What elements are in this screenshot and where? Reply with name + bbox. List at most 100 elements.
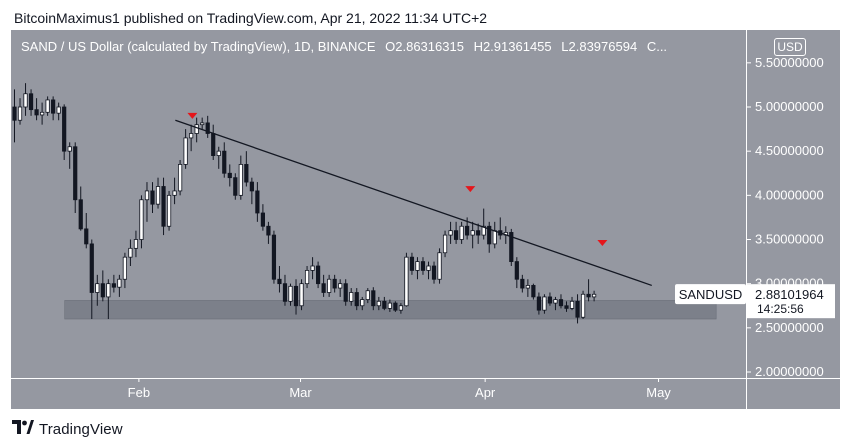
candle-body-up: [139, 199, 144, 240]
candle-body-down: [431, 265, 437, 280]
candle-body-down: [564, 305, 569, 309]
candle-body-up: [200, 122, 205, 126]
candle: [343, 279, 348, 306]
candle-body-up: [106, 283, 111, 298]
price-tick-label: 2.00000000: [755, 364, 824, 379]
candle: [111, 274, 116, 293]
candle-body-up: [144, 190, 150, 201]
legend-low-value: 2.83976594: [568, 39, 638, 54]
candle-body-down: [520, 278, 525, 289]
candle: [144, 182, 150, 222]
down-triangle-marker: [187, 112, 198, 119]
candle-body-down: [282, 283, 288, 302]
candle: [45, 96, 50, 116]
tradingview-footer: TradingView: [12, 419, 123, 439]
candle-body-up: [45, 99, 50, 113]
candle-body-up: [117, 278, 122, 288]
tradingview-logo-icon: [12, 419, 34, 439]
tradingview-brand: TradingView: [39, 420, 123, 438]
candle-body-up: [470, 230, 475, 236]
candle: [575, 294, 580, 324]
candle: [365, 288, 370, 304]
candle: [327, 274, 332, 297]
candle: [189, 124, 194, 152]
legend-open-value: 2.86316315: [395, 39, 464, 54]
candle-body-down: [51, 99, 56, 114]
candle-body-down: [233, 177, 238, 196]
candle-body-down: [150, 190, 155, 205]
markers-layer: [187, 112, 608, 247]
candle: [51, 96, 56, 121]
candle-body-down: [205, 122, 210, 134]
candle-body-up: [442, 234, 448, 254]
candle: [525, 279, 530, 297]
candle-body-up: [40, 111, 45, 116]
candle: [28, 89, 34, 116]
candle: [100, 270, 105, 302]
candle: [376, 296, 381, 311]
candle: [89, 239, 94, 319]
legend-high-value: 2.91361455: [482, 39, 552, 54]
candle-body-down: [100, 283, 105, 298]
candle: [304, 266, 310, 289]
price-scale[interactable]: [746, 30, 840, 378]
candle: [349, 288, 354, 306]
candle-body-up: [437, 252, 442, 280]
candle-body-down: [476, 230, 481, 236]
candle-body-up: [492, 230, 497, 245]
candle-body-down: [343, 283, 348, 302]
time-ticks-layer: Feb Mar Apr May: [128, 378, 671, 400]
candle-body-up: [238, 164, 243, 196]
candle: [277, 266, 282, 293]
candle: [62, 104, 67, 160]
candle-body-down: [514, 261, 519, 280]
candle-body-down: [531, 285, 536, 298]
candle: [150, 182, 155, 213]
price-tag-box: [747, 284, 835, 319]
candle-body-down: [293, 285, 299, 307]
candle-body-up: [592, 293, 597, 298]
candle: [448, 221, 453, 244]
candle-body-up: [387, 302, 392, 309]
candle: [128, 239, 133, 266]
candle: [17, 98, 23, 125]
candle-body-down: [84, 228, 89, 245]
candle-body-down: [409, 256, 415, 271]
candle-body-down: [249, 181, 254, 192]
candle: [520, 274, 525, 293]
candle-body-up: [166, 194, 172, 227]
plot-area[interactable]: [11, 30, 746, 378]
candle: [194, 117, 199, 143]
candle-body-down: [536, 296, 542, 311]
candle: [492, 221, 497, 249]
price-tick-label: 4.50000000: [755, 143, 824, 158]
candle-body-down: [586, 293, 591, 298]
candle-body-up: [133, 239, 139, 249]
currency-badge[interactable]: USD: [774, 38, 806, 56]
price-tick-label: 2.50000000: [755, 320, 824, 335]
down-triangle-marker: [465, 186, 476, 193]
candle-body-down: [453, 230, 459, 240]
candle-body-up: [304, 270, 310, 285]
time-scale[interactable]: [11, 378, 746, 409]
candle: [293, 279, 299, 315]
legend-low-label: L: [561, 39, 569, 54]
candle: [371, 287, 376, 311]
candle: [420, 257, 426, 275]
candle-body-down: [487, 225, 492, 245]
candle: [332, 274, 337, 293]
candle-body-up: [56, 106, 61, 114]
candle-body-up: [194, 124, 199, 134]
candle: [387, 299, 392, 312]
candle-body-down: [547, 296, 553, 304]
candle-body-up: [481, 225, 486, 236]
candle-body-up: [426, 265, 431, 271]
candle-body-down: [89, 243, 94, 293]
candle: [393, 301, 398, 312]
candle-body-down: [332, 278, 337, 289]
time-tick-label: Feb: [128, 385, 150, 400]
candle: [509, 228, 514, 266]
candle-body-up: [459, 225, 464, 240]
candle: [360, 296, 365, 311]
candle-body-down: [393, 302, 398, 311]
